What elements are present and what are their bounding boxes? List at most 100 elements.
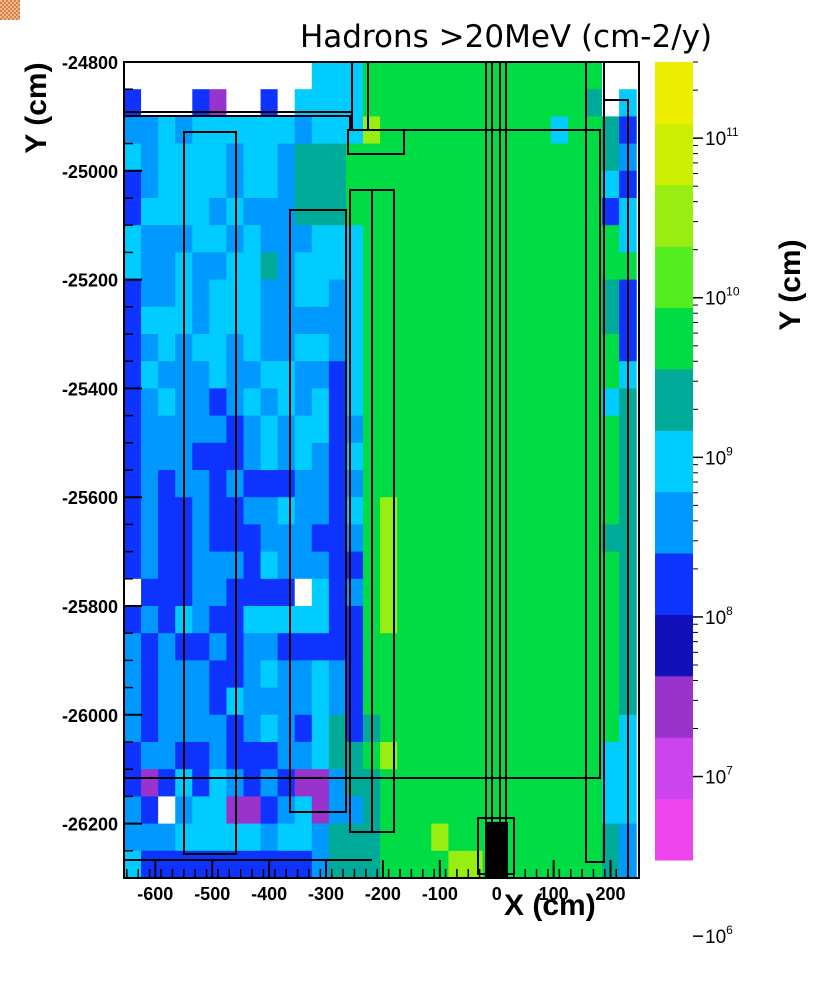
heatmap-cell xyxy=(448,578,467,607)
heatmap-cell xyxy=(397,415,415,444)
heatmap-cell xyxy=(550,660,569,689)
heatmap-cell xyxy=(294,361,313,389)
heatmap-cell xyxy=(209,660,228,689)
heatmap-cell xyxy=(550,687,569,716)
heatmap-cell xyxy=(277,143,296,172)
heatmap-cell xyxy=(516,334,535,362)
heatmap-cell xyxy=(550,170,569,199)
x-axis-label: X (cm) xyxy=(504,889,596,922)
heatmap-cell xyxy=(192,225,210,253)
heatmap-cell xyxy=(345,796,364,825)
colorbar-tick-label: 108 xyxy=(705,604,733,629)
heatmap-cell xyxy=(567,769,586,797)
heatmap-cell xyxy=(243,742,262,770)
heatmap-cell xyxy=(584,524,603,553)
heatmap-cell xyxy=(277,823,296,852)
heatmap-cell xyxy=(158,143,176,172)
heatmap-cell xyxy=(431,198,449,226)
heatmap-cell xyxy=(243,524,262,553)
heatmap-cell xyxy=(141,769,159,797)
heatmap-cell xyxy=(209,769,228,797)
heatmap-cell xyxy=(414,225,432,253)
heatmap-cell xyxy=(448,306,467,335)
heatmap-cell xyxy=(448,606,467,634)
outline-small-box xyxy=(347,129,405,155)
heatmap-cell xyxy=(328,742,347,770)
heatmap-cell xyxy=(209,334,228,362)
heatmap-cell xyxy=(414,687,432,716)
heatmap-cell xyxy=(294,306,313,335)
heatmap-cell xyxy=(448,225,467,253)
heatmap-cell xyxy=(226,850,245,879)
heatmap-cell xyxy=(448,850,467,879)
heatmap-cell xyxy=(602,578,620,607)
heatmap-cell xyxy=(294,415,313,444)
heatmap-cell xyxy=(277,578,296,607)
heatmap-cell xyxy=(533,225,552,253)
heatmap-cell xyxy=(448,198,467,226)
heatmap-cell xyxy=(158,89,176,117)
heatmap-cell xyxy=(158,850,176,879)
heatmap-cell xyxy=(533,551,552,580)
heatmap-cell xyxy=(124,769,142,797)
heatmap-cell xyxy=(124,225,142,253)
heatmap-cell xyxy=(260,116,279,145)
heatmap-cell xyxy=(294,388,313,417)
heatmap-cell xyxy=(243,388,262,417)
heatmap-cell xyxy=(414,252,432,281)
heatmap-cell xyxy=(260,62,279,90)
heatmap-cell xyxy=(158,306,176,335)
heatmap-cell xyxy=(516,524,535,553)
heatmap-cell xyxy=(124,633,142,661)
colorbar-segment xyxy=(655,184,693,247)
heatmap-cell xyxy=(465,796,484,825)
heatmap-cell xyxy=(124,442,142,471)
heatmap-cell xyxy=(209,633,228,661)
heatmap-cell xyxy=(328,578,347,607)
heatmap-cell xyxy=(141,334,159,362)
heatmap-cell xyxy=(209,415,228,444)
heatmap-cell xyxy=(465,361,484,389)
heatmap-cell xyxy=(448,551,467,580)
heatmap-cell xyxy=(277,633,296,661)
heatmap-cell xyxy=(209,606,228,634)
heatmap-cell xyxy=(533,198,552,226)
heatmap-cell xyxy=(294,143,313,172)
heatmap-cell xyxy=(380,388,398,417)
heatmap-cell xyxy=(311,769,330,797)
heatmap-cell xyxy=(192,306,210,335)
heatmap-cell xyxy=(209,170,228,199)
heatmap-cell xyxy=(192,89,210,117)
heatmap-cell xyxy=(277,116,296,145)
heatmap-cell xyxy=(516,578,535,607)
heatmap-cell xyxy=(311,714,330,743)
heatmap-cell xyxy=(328,796,347,825)
heatmap-cell xyxy=(567,252,586,281)
heatmap-cell xyxy=(380,361,398,389)
heatmap-cell xyxy=(584,170,603,199)
heatmap-cell xyxy=(243,769,262,797)
heatmap-cell xyxy=(550,796,569,825)
heatmap-cell xyxy=(380,742,398,770)
heatmap-cell xyxy=(550,306,569,335)
heatmap-cell xyxy=(602,606,620,634)
heatmap-cell xyxy=(175,850,193,879)
heatmap-cell xyxy=(209,578,228,607)
heatmap-cell xyxy=(311,334,330,362)
heatmap-cell xyxy=(397,279,415,308)
heatmap-cell xyxy=(431,660,449,689)
heatmap-cell xyxy=(277,361,296,389)
heatmap-cell xyxy=(192,388,210,417)
heatmap-cell xyxy=(499,551,518,580)
heatmap-cell xyxy=(260,143,279,172)
heatmap-cell xyxy=(448,687,467,716)
heatmap-cell xyxy=(516,225,535,253)
heatmap-cell xyxy=(328,198,347,226)
heatmap-cell xyxy=(499,660,518,689)
heatmap-cell xyxy=(124,306,142,335)
heatmap-cell xyxy=(414,524,432,553)
heatmap-cell xyxy=(550,606,569,634)
heatmap-cell xyxy=(550,850,569,879)
heatmap-cell xyxy=(397,687,415,716)
heatmap-cell xyxy=(516,823,535,852)
